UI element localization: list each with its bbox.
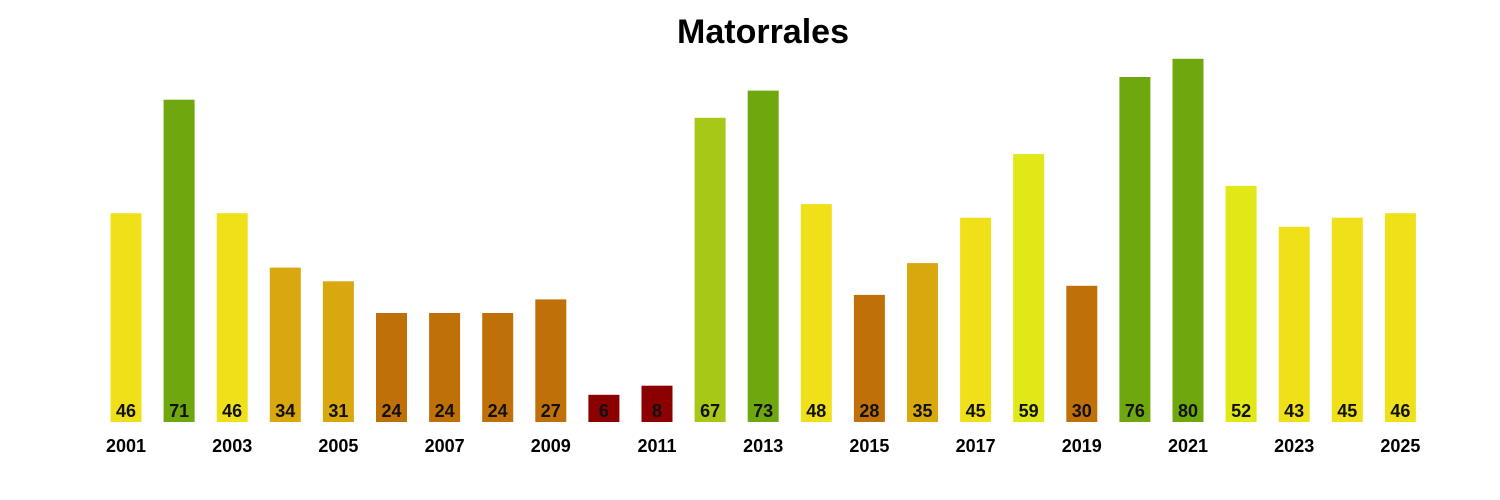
bar-2011 (641, 385, 673, 422)
x-tick-label-2003: 2003 (212, 436, 252, 456)
bar-2003 (216, 213, 248, 422)
bar-2019 (1066, 285, 1098, 422)
bar-2014 (800, 204, 832, 422)
value-label-2025: 46 (1390, 401, 1410, 421)
value-label-2020: 76 (1125, 401, 1145, 421)
value-label-2003: 46 (222, 401, 242, 421)
bar-2005 (322, 281, 354, 422)
bar-2021 (1172, 58, 1204, 423)
value-label-2008: 24 (488, 401, 508, 421)
x-tick-label-2025: 2025 (1380, 436, 1420, 456)
bar-2001 (110, 213, 142, 422)
value-label-2021: 80 (1178, 401, 1198, 421)
bar-2002 (163, 99, 195, 422)
value-label-2007: 24 (435, 401, 455, 421)
x-tick-label-2001: 2001 (106, 436, 146, 456)
bar-2013 (747, 90, 779, 422)
x-tick-label-2005: 2005 (318, 436, 358, 456)
value-label-2001: 46 (116, 401, 136, 421)
bar-2004 (269, 267, 301, 422)
x-axis-ticks: 2001 2003 2005 2007 2009 2011 2013 2015 2017 2019… (106, 436, 1420, 456)
value-label-2024: 45 (1337, 401, 1357, 421)
chart-title: Matorrales (677, 13, 849, 51)
value-label-2006: 24 (381, 401, 401, 421)
bar-2010 (588, 394, 620, 422)
x-tick-label-2017: 2017 (956, 436, 996, 456)
bar-2024 (1331, 217, 1363, 422)
bar-2020 (1119, 77, 1151, 422)
bar-2025 (1384, 213, 1416, 422)
value-label-2019: 30 (1072, 401, 1092, 421)
x-tick-label-2009: 2009 (531, 436, 571, 456)
value-label-2010: 6 (599, 401, 609, 421)
bar-2022 (1225, 185, 1257, 422)
value-label-2004: 34 (275, 401, 295, 421)
bar-2006 (376, 313, 407, 422)
bar-2018 (1013, 154, 1045, 422)
value-label-2011: 8 (652, 401, 662, 421)
bar-2017 (960, 217, 992, 422)
value-label-2014: 48 (806, 401, 826, 421)
bar-2015 (853, 294, 885, 422)
value-label-2013: 73 (753, 401, 773, 421)
bar-2016 (907, 263, 938, 422)
x-tick-label-2019: 2019 (1062, 436, 1102, 456)
bar-2007 (429, 313, 461, 422)
bar-2009 (535, 299, 567, 422)
bar-2008 (482, 313, 514, 422)
bar-2012 (694, 117, 726, 423)
value-label-2017: 45 (966, 401, 986, 421)
value-label-2016: 35 (912, 401, 932, 421)
value-label-2005: 31 (328, 401, 348, 421)
value-label-2022: 52 (1231, 401, 1251, 421)
x-tick-label-2007: 2007 (425, 436, 465, 456)
x-tick-label-2021: 2021 (1168, 436, 1208, 456)
value-label-2018: 59 (1019, 401, 1039, 421)
value-label-2015: 28 (859, 401, 879, 421)
value-label-2009: 27 (541, 401, 561, 421)
value-label-2002: 71 (169, 401, 189, 421)
value-label-2023: 43 (1284, 401, 1304, 421)
bars-group: 46 71 46 34 31 24 24 24 27 6 8 67 73 48 28 35 45 59 30 76 80… (110, 58, 1416, 423)
value-label-2012: 67 (700, 401, 720, 421)
x-tick-label-2023: 2023 (1274, 436, 1314, 456)
bar-2023 (1278, 226, 1310, 422)
x-tick-label-2015: 2015 (849, 436, 889, 456)
x-tick-label-2011: 2011 (637, 436, 676, 456)
x-tick-label-2013: 2013 (743, 436, 783, 456)
